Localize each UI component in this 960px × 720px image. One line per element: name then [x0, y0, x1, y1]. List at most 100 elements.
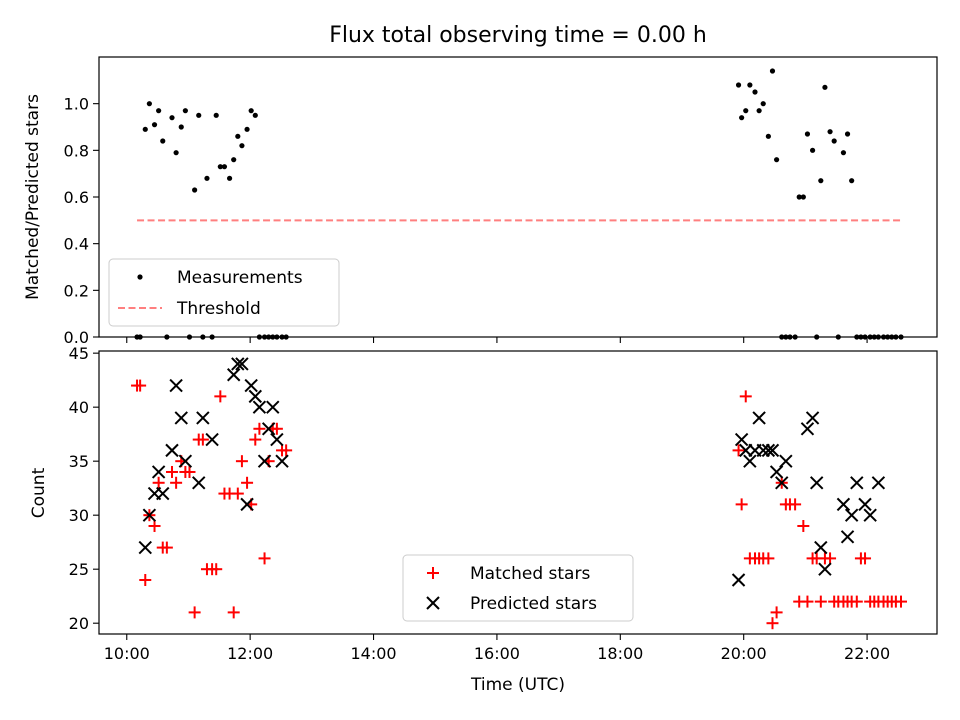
predicted-stars-point [809, 476, 824, 490]
matched-stars-point [762, 552, 775, 565]
ratio-legend: Measurements Threshold [108, 258, 340, 327]
predicted-stars-point [270, 432, 284, 447]
matched-stars-point [183, 465, 196, 478]
measurement-point [747, 82, 753, 88]
measurement-point [809, 147, 816, 153]
measurement-point [252, 112, 258, 118]
ratio-x-ticks [126, 337, 868, 343]
measurement-point [752, 89, 758, 95]
measurement-point [800, 194, 806, 200]
count-x-ticks: 10:00 12:00 14:00 16:00 18:00 20:00 22:00 [104, 634, 890, 663]
measurement-point [142, 126, 148, 132]
matched-stars-point [735, 498, 748, 511]
predicted-stars-point [165, 443, 179, 458]
measurement-point [827, 129, 833, 135]
matched-stars-point [814, 595, 827, 608]
measurement-point [235, 133, 241, 139]
count-y-tick-label: 25 [69, 560, 89, 579]
predicted-stars-point [169, 378, 183, 393]
measurement-point [735, 82, 742, 88]
matched-stars-point [801, 595, 814, 608]
measurement-point [156, 108, 162, 114]
measurement-point [226, 175, 233, 181]
measurement-point [796, 194, 802, 200]
matched-stars-point [732, 444, 745, 457]
predicted-stars-point [178, 454, 193, 468]
matched-stars-point [134, 379, 147, 392]
predicted-stars-point [805, 411, 820, 425]
ratio-y-tick-label: 0.4 [64, 235, 89, 254]
predicted-stars-point [850, 476, 864, 490]
count-series-layer [131, 357, 908, 630]
matched-stars-point [160, 541, 173, 554]
legend-measurements-label: Measurements [177, 268, 303, 288]
predicted-stars-point [275, 454, 289, 468]
count-y-tick-label: 20 [69, 614, 89, 633]
x-tick-label: 10:00 [104, 644, 150, 663]
matched-stars-point [188, 606, 201, 619]
measurement-point [244, 126, 250, 132]
predicted-stars-point [205, 432, 219, 447]
predicted-stars-point [731, 573, 746, 587]
predicted-stars-point [261, 422, 276, 436]
measurement-point [760, 101, 766, 107]
measurement-point [804, 131, 811, 137]
predicted-stars-point [734, 432, 749, 447]
legend-predicted-marker [426, 596, 440, 610]
x-tick-label: 20:00 [721, 644, 767, 663]
predicted-stars-point [252, 400, 267, 414]
predicted-stars-point [840, 530, 855, 544]
predicted-stars-point [858, 497, 872, 512]
predicted-stars-point [844, 508, 859, 522]
ratio-legend-box [108, 258, 340, 327]
matched-stars-point [270, 422, 283, 435]
predicted-stars-point [192, 476, 206, 490]
matched-stars-point [166, 465, 179, 478]
measurement-point [822, 84, 828, 90]
measurement-point [151, 122, 158, 128]
ratio-y-tick-label: 0.2 [64, 281, 89, 300]
figure-title: Flux total observing time = 0.00 h [329, 23, 707, 48]
measurement-point [756, 108, 762, 114]
measurement-point [213, 112, 219, 118]
measurement-point [773, 157, 780, 163]
x-axis-label: Time (UTC) [470, 675, 565, 695]
measurement-point [182, 108, 188, 114]
predicted-stars-point [240, 497, 254, 512]
predicted-stars-point [779, 454, 793, 468]
measurement-point [769, 68, 776, 74]
measurement-point [160, 138, 166, 144]
predicted-stars-point [863, 508, 877, 522]
measurement-point [196, 112, 202, 118]
measurement-point [178, 124, 184, 130]
legend-matched-marker [427, 567, 439, 579]
count-y-tick-label: 45 [69, 344, 89, 363]
legend-matched-label: Matched stars [470, 564, 590, 584]
matched-stars-point [214, 390, 227, 403]
count-plot: 20 25 30 35 40 45 10:00 12:00 14:00 16:00 18:00 20… [29, 344, 938, 695]
x-tick-label: 18:00 [597, 644, 643, 663]
legend-predicted-label: Predicted stars [470, 594, 597, 614]
measurement-point [221, 164, 228, 170]
matched-stars-point [280, 444, 293, 457]
measurement-point [831, 138, 837, 144]
measurement-point [169, 115, 175, 121]
predicted-stars-point [226, 368, 241, 382]
predicted-stars-point [235, 357, 249, 371]
count-y-tick-label: 40 [69, 398, 89, 417]
predicted-stars-point [752, 411, 766, 425]
matched-stars-point [258, 552, 271, 565]
count-plot-frame [98, 350, 938, 635]
matched-stars-point [152, 476, 165, 489]
matched-stars-point [859, 552, 872, 565]
measurement-point [248, 108, 254, 114]
x-tick-label: 22:00 [844, 644, 890, 663]
matched-stars-point [231, 487, 244, 500]
predicted-stars-point [800, 422, 815, 436]
matched-stars-point [797, 519, 810, 532]
predicted-stars-point [244, 378, 258, 393]
count-y-ticks: 20 25 30 35 40 45 [69, 344, 99, 633]
predicted-stars-point [775, 476, 789, 490]
legend-threshold-label: Threshold [176, 299, 261, 319]
predicted-stars-point [836, 497, 851, 512]
